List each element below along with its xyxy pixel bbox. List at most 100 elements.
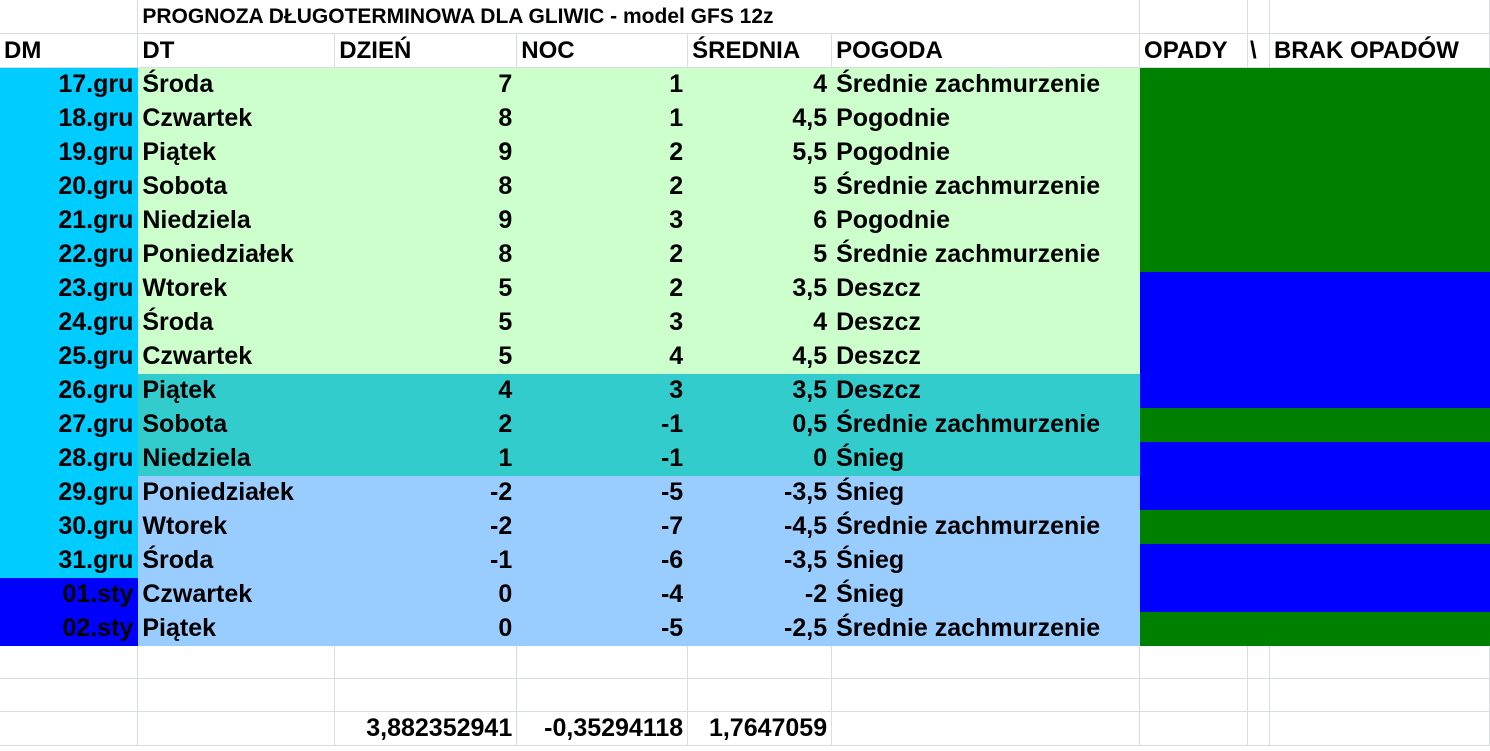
cell-night-temp[interactable]: -1 [516, 407, 689, 442]
cell-date[interactable]: 31.gru [0, 543, 139, 578]
cell-day[interactable]: Piątek [137, 135, 336, 170]
cell-precip-indicator[interactable] [1247, 577, 1270, 612]
cell-day-temp[interactable]: 7 [334, 67, 518, 102]
cell-day-temp[interactable]: 9 [334, 203, 518, 238]
cell-precip-indicator[interactable] [1269, 509, 1490, 544]
cell[interactable] [1269, 0, 1490, 34]
cell-date[interactable]: 27.gru [0, 407, 139, 442]
cell-night-temp[interactable]: 3 [516, 203, 689, 238]
cell-precip-indicator[interactable] [1139, 543, 1248, 578]
header-srednia[interactable]: ŚREDNIA [687, 33, 833, 68]
cell-night-temp[interactable]: -7 [516, 509, 689, 544]
sheet-title[interactable]: PROGNOZA DŁUGOTERMINOWA DLA GLIWIC - mod… [137, 0, 1141, 34]
cell-precip-indicator[interactable] [1247, 373, 1270, 408]
cell-night-temp[interactable]: 2 [516, 271, 689, 306]
cell-night-temp[interactable]: 1 [516, 67, 689, 102]
cell-date[interactable]: 20.gru [0, 169, 139, 204]
cell-precip-indicator[interactable] [1247, 101, 1270, 136]
cell-date[interactable]: 29.gru [0, 475, 139, 510]
cell-day[interactable]: Niedziela [137, 441, 336, 476]
cell[interactable] [1247, 0, 1270, 34]
cell-weather[interactable]: Śnieg [831, 441, 1141, 476]
cell[interactable] [0, 0, 139, 34]
cell-precip-indicator[interactable] [1269, 373, 1490, 408]
cell-day[interactable]: Piątek [137, 611, 336, 646]
cell[interactable] [334, 645, 518, 679]
cell[interactable] [516, 645, 689, 679]
header-pogoda[interactable]: POGODA [831, 33, 1141, 68]
cell-day[interactable]: Niedziela [137, 203, 336, 238]
cell-precip-indicator[interactable] [1247, 339, 1270, 374]
cell-precip-indicator[interactable] [1269, 169, 1490, 204]
cell-day-temp[interactable]: 0 [334, 577, 518, 612]
cell-average-value[interactable]: 3,882352941 [334, 711, 518, 746]
cell-precip-indicator[interactable] [1139, 203, 1248, 238]
cell-date[interactable]: 22.gru [0, 237, 139, 272]
cell-precip-indicator[interactable] [1139, 373, 1248, 408]
cell-precip-indicator[interactable] [1247, 509, 1270, 544]
cell-night-temp[interactable]: 2 [516, 169, 689, 204]
cell-day[interactable]: Poniedziałek [137, 475, 336, 510]
cell-precip-indicator[interactable] [1139, 611, 1248, 646]
cell-precip-indicator[interactable] [1247, 441, 1270, 476]
cell[interactable] [1139, 711, 1248, 746]
cell[interactable] [137, 645, 336, 679]
cell-night-temp[interactable]: -6 [516, 543, 689, 578]
cell-day-temp[interactable]: -2 [334, 509, 518, 544]
cell-precip-indicator[interactable] [1247, 305, 1270, 340]
cell-precip-indicator[interactable] [1269, 577, 1490, 612]
cell-night-temp[interactable]: 2 [516, 135, 689, 170]
cell-day-temp[interactable]: 1 [334, 441, 518, 476]
header-dm[interactable]: DM [0, 33, 139, 68]
cell-day[interactable]: Wtorek [137, 509, 336, 544]
header-separator[interactable]: \ [1247, 33, 1270, 68]
cell-average[interactable]: 4,5 [687, 101, 833, 136]
cell[interactable] [137, 678, 336, 712]
cell-weather[interactable]: Pogodnie [831, 203, 1141, 238]
cell-day-temp[interactable]: 8 [334, 101, 518, 136]
cell-precip-indicator[interactable] [1269, 67, 1490, 102]
cell-day[interactable]: Wtorek [137, 271, 336, 306]
cell-date[interactable]: 01.sty [0, 577, 139, 612]
cell-night-temp[interactable]: 4 [516, 339, 689, 374]
cell-average[interactable]: -2,5 [687, 611, 833, 646]
cell[interactable] [687, 645, 833, 679]
cell-weather[interactable]: Śnieg [831, 475, 1141, 510]
cell-precip-indicator[interactable] [1269, 339, 1490, 374]
cell-average[interactable]: 6 [687, 203, 833, 238]
cell-day-temp[interactable]: -2 [334, 475, 518, 510]
cell[interactable] [1247, 711, 1270, 746]
cell[interactable] [516, 678, 689, 712]
cell-average[interactable]: 3,5 [687, 271, 833, 306]
cell-weather[interactable]: Śnieg [831, 577, 1141, 612]
cell[interactable] [1247, 645, 1270, 679]
cell-weather[interactable]: Średnie zachmurzenie [831, 169, 1141, 204]
cell-day-temp[interactable]: 2 [334, 407, 518, 442]
cell-precip-indicator[interactable] [1269, 203, 1490, 238]
cell-day-temp[interactable]: 5 [334, 271, 518, 306]
cell-precip-indicator[interactable] [1269, 271, 1490, 306]
cell-weather[interactable]: Średnie zachmurzenie [831, 509, 1141, 544]
cell-date[interactable]: 18.gru [0, 101, 139, 136]
cell-night-temp[interactable]: -1 [516, 441, 689, 476]
cell-average[interactable]: -3,5 [687, 543, 833, 578]
cell-weather[interactable]: Średnie zachmurzenie [831, 237, 1141, 272]
cell-average[interactable]: 0,5 [687, 407, 833, 442]
header-dt[interactable]: DT [137, 33, 336, 68]
cell-day[interactable]: Piątek [137, 373, 336, 408]
cell[interactable] [687, 678, 833, 712]
cell[interactable] [0, 645, 139, 679]
cell-weather[interactable]: Średnie zachmurzenie [831, 67, 1141, 102]
cell[interactable] [0, 711, 139, 746]
cell-day[interactable]: Środa [137, 543, 336, 578]
cell[interactable] [1269, 645, 1490, 679]
cell-precip-indicator[interactable] [1247, 407, 1270, 442]
cell-precip-indicator[interactable] [1247, 135, 1270, 170]
cell-precip-indicator[interactable] [1139, 339, 1248, 374]
cell-night-temp[interactable]: 3 [516, 305, 689, 340]
cell[interactable] [831, 678, 1141, 712]
cell-night-temp[interactable]: -4 [516, 577, 689, 612]
cell-weather[interactable]: Średnie zachmurzenie [831, 611, 1141, 646]
header-opady[interactable]: OPADY [1139, 33, 1248, 68]
cell-average-value[interactable]: 1,7647059 [687, 711, 833, 746]
